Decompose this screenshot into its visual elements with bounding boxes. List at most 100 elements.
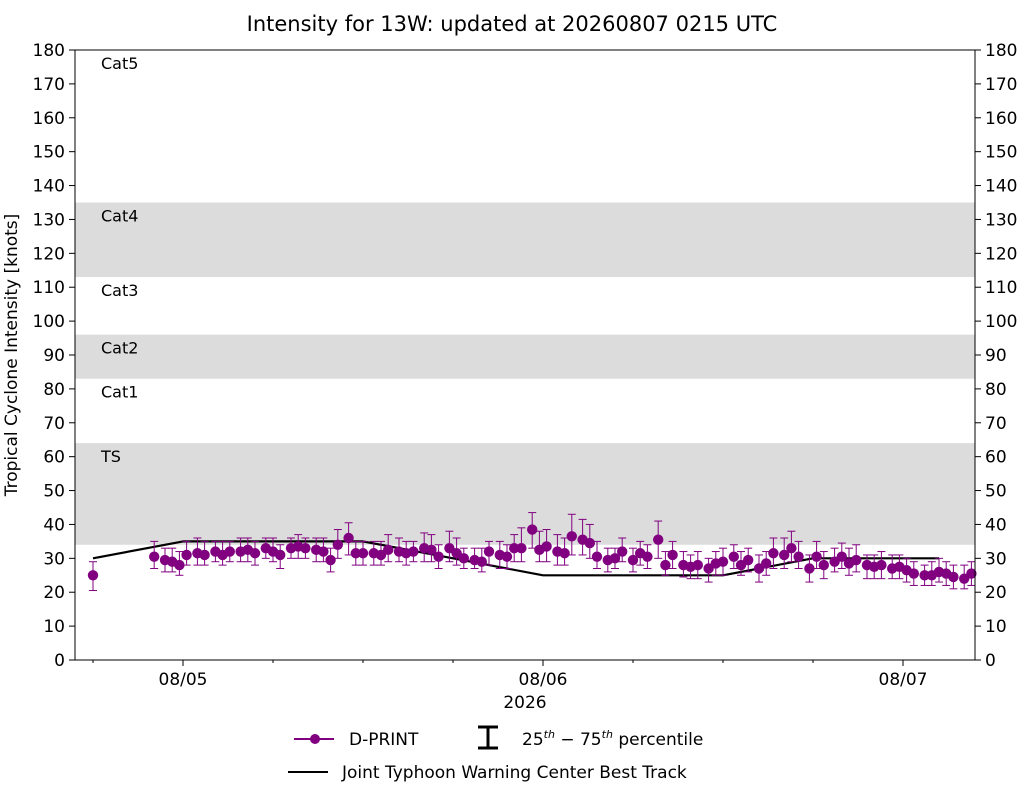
y-axis-left: 0 10 20 30 40 50 60 70 80 90 100 110 120 130 140 150 160… [33,41,75,671]
dprint-point [501,544,513,569]
dprint-point [87,561,99,592]
band-label-cat1: Cat1 [101,383,138,402]
dprint-point [660,551,671,576]
band-label-cat4: Cat4 [101,207,138,226]
legend-percentile-mid: − 75 [555,730,602,750]
dprint-point [458,547,469,569]
dprint-point [516,527,527,563]
dprint-point [476,547,487,573]
y-tick-label-right: 90 [985,346,1007,366]
dprint-marker [199,549,210,561]
dprint-marker [458,553,469,564]
legend: D-PRINT 25th − 75th percentile Joint Typ… [288,725,703,783]
y-tick-label-right: 120 [985,244,1017,264]
legend-dprint: D-PRINT [294,730,419,750]
dprint-marker [617,546,628,557]
y-tick-label-right: 170 [985,75,1017,95]
dprint-marker [743,554,754,566]
dprint-marker [836,551,847,562]
dprint-marker [566,531,577,542]
dprint-marker [811,551,822,562]
dprint-marker [300,542,311,554]
dprint-point [743,547,754,573]
dprint-point [851,544,862,573]
dprint-point [444,530,455,563]
dprint-marker [829,556,840,567]
dprint-point [753,554,765,583]
dprint-marker [717,556,729,567]
dprint-point [249,540,261,566]
legend-percentile-end: percentile [613,730,703,750]
dprint-point [836,542,847,569]
y-tick-label-left: 30 [43,549,65,569]
dprint-point [300,537,311,559]
y-tick-label-left: 0 [54,651,65,671]
dprint-point [627,547,639,573]
x-tick-label: 08/06 [519,670,568,690]
dprint-marker [948,571,959,583]
dprint-marker [753,563,765,574]
dprint-point [584,523,595,559]
dprint-marker [653,534,664,545]
dprint-point [393,537,405,563]
dprint-marker [87,570,99,581]
dprint-point [667,540,678,569]
legend-percentile-label: 25th − 75th percentile [522,728,703,750]
band-label-cat3: Cat3 [101,281,138,300]
y-tick-label-left: 170 [33,75,65,95]
dprint-marker [761,558,772,569]
dprint-point [793,540,804,569]
y-tick-label-right: 110 [985,278,1017,298]
legend-best-track: Joint Typhoon Warning Center Best Track [288,763,687,783]
dprint-point [383,534,394,563]
dprint-marker [908,568,919,579]
dprint-marker [793,551,804,562]
dprint-point [174,551,185,576]
dprint-marker [591,551,603,562]
band-ts [75,443,975,545]
band-label-cat5: Cat5 [101,54,138,73]
dprint-point [692,551,703,580]
y-tick-label-left: 100 [33,312,65,332]
y-tick-label-left: 160 [33,109,65,129]
dprint-point [325,547,336,573]
y-tick-label-left: 60 [43,448,65,468]
dprint-point [451,537,462,566]
dprint-marker [584,537,595,549]
dprint-point [224,540,235,563]
dprint-marker [375,549,387,561]
dprint-marker [383,544,394,556]
dprint-point [779,537,790,569]
dprint-point [818,551,829,580]
dprint-marker [444,542,455,554]
dprint-marker [919,570,930,581]
dprint-point [642,544,653,569]
dprint-point [293,534,304,559]
y-tick-label-left: 90 [43,346,65,366]
dprint-marker [174,559,185,571]
dprint-marker [627,554,639,566]
dprint-point [728,544,739,569]
dprint-point [408,540,419,563]
y-tick-label-left: 70 [43,414,65,434]
y-tick-label-right: 150 [985,143,1017,163]
dprint-point [181,540,192,566]
y-tick-label-left: 140 [33,177,65,197]
legend-percentile-sup2: th [602,728,613,741]
dprint-point [703,557,714,583]
band-cat4 [75,202,975,278]
y-tick-label-right: 20 [985,583,1007,603]
dprint-marker [325,554,336,566]
band-label-cat2: Cat2 [101,339,138,358]
dprint-marker [609,553,621,564]
dprint-marker [357,548,369,559]
category-bands [75,202,975,545]
dprint-marker [426,544,437,556]
y-tick-label-right: 80 [985,380,1007,400]
dprint-marker [642,551,653,562]
y-tick-label-left: 80 [43,380,65,400]
dprint-point [919,564,930,586]
band-label-ts: TS [100,447,121,466]
